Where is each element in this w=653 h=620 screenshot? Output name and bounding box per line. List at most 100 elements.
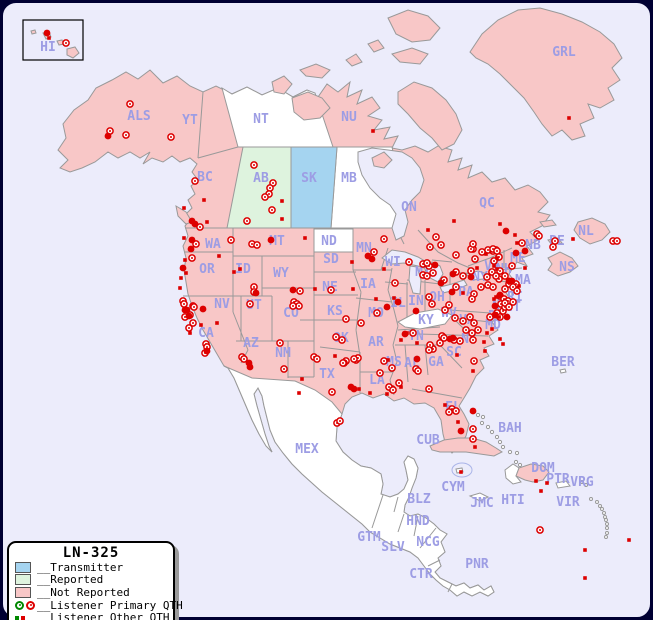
listener-cluster-marker[interactable]: [491, 302, 499, 310]
listener-other-qth-marker[interactable]: [484, 252, 488, 256]
listener-other-qth-marker[interactable]: [215, 321, 219, 325]
listener-cluster-marker[interactable]: [467, 273, 475, 281]
listener-cluster-marker[interactable]: [437, 279, 445, 287]
listener-other-qth-marker[interactable]: [297, 391, 301, 395]
listener-other-qth-marker[interactable]: [501, 342, 505, 346]
listener-cluster-marker[interactable]: [413, 355, 421, 363]
listener-other-qth-marker[interactable]: [188, 331, 192, 335]
listener-cluster-marker[interactable]: [449, 334, 457, 342]
listener-other-qth-marker[interactable]: [385, 392, 389, 396]
listener-other-qth-marker[interactable]: [350, 260, 354, 264]
listener-other-qth-marker[interactable]: [461, 291, 465, 295]
listener-other-qth-marker[interactable]: [583, 548, 587, 552]
listener-cluster-marker[interactable]: [104, 132, 112, 140]
listener-other-qth-marker[interactable]: [483, 349, 487, 353]
listener-other-qth-marker[interactable]: [498, 222, 502, 226]
listener-cluster-marker[interactable]: [448, 288, 456, 296]
listener-other-qth-marker[interactable]: [567, 116, 571, 120]
listener-cluster-marker[interactable]: [449, 270, 457, 278]
listener-other-qth-marker[interactable]: [515, 241, 519, 245]
listener-other-qth-marker[interactable]: [492, 297, 496, 301]
listener-other-qth-marker[interactable]: [485, 331, 489, 335]
listener-other-qth-marker[interactable]: [178, 286, 182, 290]
listener-cluster-marker[interactable]: [512, 249, 520, 257]
listener-other-qth-marker[interactable]: [523, 266, 527, 270]
listener-other-qth-marker[interactable]: [415, 341, 419, 345]
listener-cluster-marker[interactable]: [521, 247, 529, 255]
listener-other-qth-marker[interactable]: [182, 236, 186, 240]
listener-other-qth-marker[interactable]: [232, 270, 236, 274]
listener-other-qth-marker[interactable]: [583, 576, 587, 580]
listener-cluster-marker[interactable]: [252, 289, 260, 297]
listener-other-qth-marker[interactable]: [357, 387, 361, 391]
listener-other-qth-marker[interactable]: [495, 256, 499, 260]
listener-other-qth-marker[interactable]: [513, 233, 517, 237]
listener-other-qth-marker[interactable]: [482, 340, 486, 344]
listener-other-qth-marker[interactable]: [475, 266, 479, 270]
listener-cluster-marker[interactable]: [179, 264, 187, 272]
listener-cluster-marker[interactable]: [191, 220, 199, 228]
listener-cluster-marker[interactable]: [431, 261, 439, 269]
listener-other-qth-marker[interactable]: [183, 258, 187, 262]
listener-other-qth-marker[interactable]: [382, 267, 386, 271]
listener-other-qth-marker[interactable]: [426, 228, 430, 232]
listener-cluster-marker[interactable]: [185, 312, 193, 320]
listener-other-qth-marker[interactable]: [459, 470, 463, 474]
listener-other-qth-marker[interactable]: [368, 391, 372, 395]
listener-other-qth-marker[interactable]: [456, 420, 460, 424]
listener-other-qth-marker[interactable]: [455, 353, 459, 357]
listener-other-qth-marker[interactable]: [303, 236, 307, 240]
listener-other-qth-marker[interactable]: [497, 315, 501, 319]
listener-other-qth-marker[interactable]: [539, 489, 543, 493]
listener-other-qth-marker[interactable]: [545, 481, 549, 485]
listener-other-qth-marker[interactable]: [179, 276, 183, 280]
listener-other-qth-marker[interactable]: [392, 296, 396, 300]
listener-other-qth-marker[interactable]: [443, 403, 447, 407]
listener-cluster-marker[interactable]: [43, 29, 51, 37]
listener-other-qth-marker[interactable]: [534, 479, 538, 483]
listener-other-qth-marker[interactable]: [238, 267, 242, 271]
listener-other-qth-marker[interactable]: [199, 323, 203, 327]
listener-other-qth-marker[interactable]: [627, 538, 631, 542]
listener-other-qth-marker[interactable]: [280, 199, 284, 203]
listener-cluster-marker[interactable]: [383, 303, 391, 311]
listener-cluster-marker[interactable]: [469, 407, 477, 415]
listener-cluster-marker[interactable]: [503, 313, 511, 321]
listener-cluster-marker[interactable]: [401, 330, 409, 338]
listener-cluster-marker[interactable]: [496, 291, 504, 299]
listener-cluster-marker[interactable]: [502, 227, 510, 235]
listener-other-qth-marker[interactable]: [517, 284, 521, 288]
listener-other-qth-marker[interactable]: [471, 369, 475, 373]
listener-other-qth-marker[interactable]: [473, 445, 477, 449]
listener-other-qth-marker[interactable]: [374, 297, 378, 301]
listener-other-qth-marker[interactable]: [399, 338, 403, 342]
listener-cluster-marker[interactable]: [289, 286, 297, 294]
listener-other-qth-marker[interactable]: [452, 219, 456, 223]
listener-cluster-marker[interactable]: [368, 255, 376, 263]
listener-cluster-marker[interactable]: [183, 306, 191, 314]
listener-other-qth-marker[interactable]: [182, 206, 186, 210]
listener-cluster-marker[interactable]: [457, 427, 465, 435]
listener-other-qth-marker[interactable]: [333, 354, 337, 358]
listener-other-qth-marker[interactable]: [217, 254, 221, 258]
listener-cluster-marker[interactable]: [188, 236, 196, 244]
listener-cluster-marker[interactable]: [491, 311, 499, 319]
listener-other-qth-marker[interactable]: [498, 337, 502, 341]
listener-cluster-marker[interactable]: [203, 347, 211, 355]
listener-cluster-marker[interactable]: [187, 245, 195, 253]
listener-other-qth-marker[interactable]: [495, 267, 499, 271]
listener-other-qth-marker[interactable]: [492, 264, 496, 268]
listener-other-qth-marker[interactable]: [202, 198, 206, 202]
listener-cluster-marker[interactable]: [246, 363, 254, 371]
listener-cluster-marker[interactable]: [350, 385, 358, 393]
listener-other-qth-marker[interactable]: [386, 358, 390, 362]
listener-other-qth-marker[interactable]: [494, 295, 498, 299]
listener-other-qth-marker[interactable]: [490, 327, 494, 331]
listener-cluster-marker[interactable]: [199, 305, 207, 313]
listener-other-qth-marker[interactable]: [300, 377, 304, 381]
listener-cluster-marker[interactable]: [394, 298, 402, 306]
listener-other-qth-marker[interactable]: [280, 217, 284, 221]
listener-cluster-marker[interactable]: [412, 307, 420, 315]
listener-other-qth-marker[interactable]: [371, 129, 375, 133]
listener-other-qth-marker[interactable]: [47, 36, 51, 40]
